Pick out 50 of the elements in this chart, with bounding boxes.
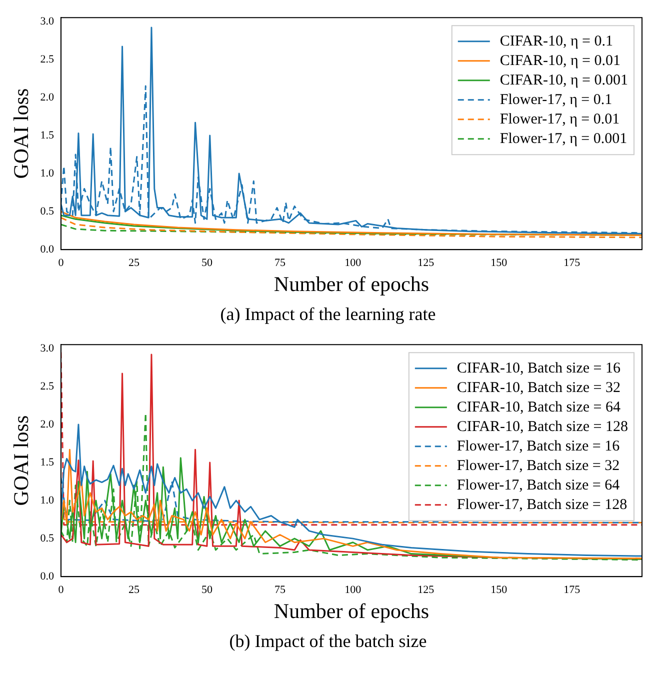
y-tick-label: 2.0 (40, 418, 54, 430)
legend-label: Flower-17, η = 0.001 (500, 130, 628, 147)
legend-label: CIFAR-10, η = 0.01 (500, 52, 621, 69)
y-tick-label: 2.5 (40, 53, 54, 66)
x-tick-label: 50 (201, 257, 213, 270)
legend-label: CIFAR-10, Batch size = 32 (456, 380, 621, 396)
x-tick-label: 100 (344, 584, 362, 596)
x-axis-title: Number of epochs (274, 272, 430, 296)
legend-label: Flower-17, Batch size = 64 (456, 477, 620, 494)
x-tick-label: 125 (418, 584, 435, 596)
x-tick-label: 125 (418, 257, 435, 270)
x-tick-label: 175 (564, 584, 581, 596)
y-axis-title: GOAI loss (9, 415, 34, 506)
legend-label: Flower-17, η = 0.01 (500, 111, 620, 128)
x-tick-label: 50 (201, 584, 213, 596)
x-tick-label: 100 (344, 257, 362, 270)
x-axis-title: Number of epochs (274, 598, 430, 623)
legend-label: CIFAR-10, Batch size = 128 (456, 418, 628, 435)
legend-label: CIFAR-10, Batch size = 64 (456, 399, 621, 416)
legend-label: Flower-17, Batch size = 16 (456, 438, 620, 454)
y-tick-label: 2.0 (40, 91, 54, 104)
legend-label: CIFAR-10, η = 0.001 (500, 72, 628, 88)
legend-label: Flower-17, Batch size = 128 (456, 496, 628, 513)
x-tick-label: 150 (490, 257, 508, 270)
y-tick-label: 1.5 (40, 456, 54, 468)
x-tick-label: 75 (274, 257, 286, 270)
legend-label: CIFAR-10, Batch size = 16 (456, 360, 621, 376)
text: (a) Impact of the learning rate (219, 304, 437, 325)
x-tick-label: 25 (128, 257, 140, 270)
x-tick-label: 0 (58, 257, 64, 270)
y-tick-label: 0.0 (40, 243, 54, 256)
x-tick-label: 150 (490, 584, 508, 596)
y-tick-label: 3.0 (40, 342, 54, 354)
y-tick-label: 0.5 (40, 205, 54, 218)
legend-label: Flower-17, Batch size = 32 (456, 458, 620, 474)
legend-label: Flower-17, η = 0.1 (500, 92, 612, 108)
y-tick-label: 1.5 (40, 129, 54, 142)
y-tick-label: 1.0 (40, 494, 54, 506)
y-tick-label: 0.0 (40, 570, 54, 582)
x-tick-label: 25 (128, 584, 140, 596)
text: (b) Impact of the batch size (228, 631, 428, 652)
x-tick-label: 175 (564, 257, 581, 270)
x-tick-label: 75 (274, 584, 286, 596)
y-tick-label: 2.5 (40, 380, 54, 392)
legend-label: CIFAR-10, η = 0.1 (500, 33, 614, 50)
x-tick-label: 0 (58, 584, 64, 596)
y-tick-label: 1.0 (40, 167, 54, 180)
y-axis-title: GOAI loss (9, 88, 34, 179)
y-tick-label: 0.5 (40, 532, 54, 544)
y-tick-label: 3.0 (40, 15, 54, 28)
